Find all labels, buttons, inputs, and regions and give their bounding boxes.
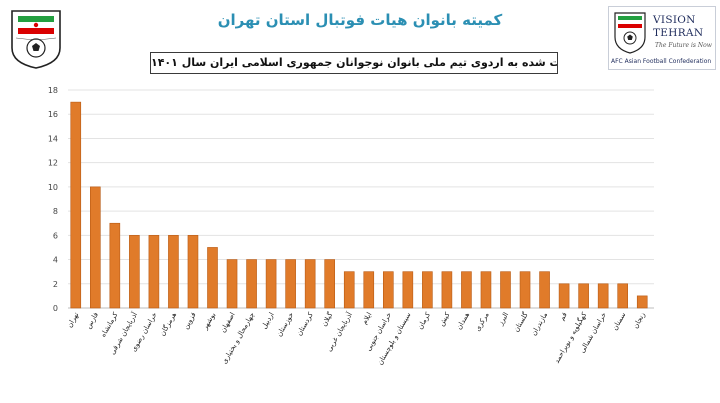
y-tick-label: 16 [48,110,58,119]
bar [246,259,257,309]
x-tick-label: هرمزگان [157,310,178,337]
x-tick-label: تهران [66,311,81,329]
bar [304,259,316,309]
tagline: The Future is Now [655,42,712,49]
bar [558,283,570,309]
x-tick-label: بوشهر [201,311,218,332]
y-tick-label: 2 [53,280,58,289]
x-tick-label: قم [558,311,569,322]
bar [402,271,414,309]
x-tick-label: کرمان [416,310,432,330]
x-tick-label: کیش [438,310,452,327]
x-tick-label: گلستان [511,310,530,334]
tehran-label: TEHRAN [653,27,704,39]
bar [226,259,238,309]
bar [617,283,629,309]
x-tick-label: قزوین [182,311,198,330]
bar [343,271,355,309]
afc-label: AFC Asian Football Confederation [611,58,712,65]
x-tick-label: البرز [496,311,510,328]
x-tick-label: خوزستان [275,311,295,338]
bar [461,271,472,309]
y-tick-label: 10 [48,183,58,192]
bar [187,235,199,309]
x-tick-label: سمنان [611,311,628,332]
bar [422,271,433,309]
x-tick-label: ایلام [360,311,373,326]
federation-emblem-icon [11,10,61,69]
y-tick-label: 14 [48,134,58,143]
bar [597,283,609,309]
bar [441,271,453,309]
y-tick-label: 0 [53,304,58,313]
x-tick-label: کردستان [295,310,315,337]
y-tick-label: 18 [48,86,58,95]
y-tick-label: 12 [48,159,58,168]
bar [70,101,82,309]
vision-emblem-icon [614,12,646,54]
bar [129,235,140,309]
bar [148,235,160,309]
bar [519,271,531,309]
bar [480,271,492,309]
bar [578,283,589,309]
bar [363,271,375,309]
bar [109,222,121,309]
x-tick-label: همدان [455,311,471,331]
y-tick-label: 8 [53,207,58,216]
bar [324,259,336,309]
iran-football-federation-logo [6,8,66,70]
bar [636,295,648,309]
bar [285,259,296,309]
x-tick-label: زنجان [631,311,646,330]
bar [265,259,277,309]
chart-title: تعداد بازیکنان دعوت شده به اردوی تیم ملی… [150,52,558,74]
x-tick-label: اردبیل [260,311,276,330]
page-title: کمیته بانوان هیات فوتبال استان تهران [217,11,503,29]
bar [382,271,394,309]
x-tick-label: گیلان [319,310,335,328]
bar [90,186,101,309]
x-tick-label: کرمانشاه [99,310,120,338]
vision-label: VISION [653,14,696,26]
x-tick-label: مرکزی [474,311,491,333]
bar [500,271,511,309]
vision-tehran-logo: VISION TEHRAN The Future is Now AFC Asia… [608,6,716,70]
x-tick-label: اصفهان [219,311,237,334]
bar [168,235,179,309]
x-tick-label: مازندران [530,311,550,337]
x-tick-label: فارس [84,311,100,330]
bar [207,247,218,309]
y-tick-label: 4 [53,256,58,265]
bar [539,271,550,309]
y-tick-label: 6 [53,231,58,240]
